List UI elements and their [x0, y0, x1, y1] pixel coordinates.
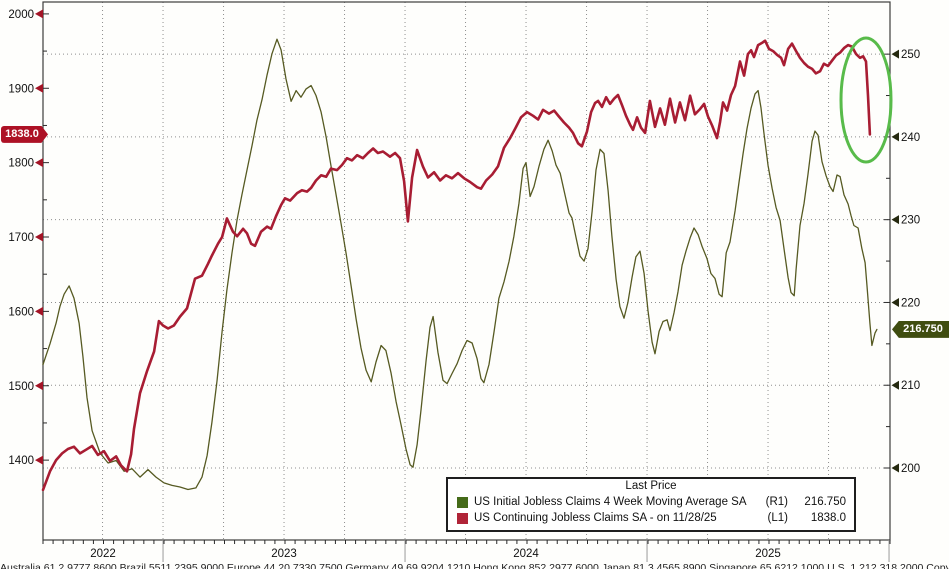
left-axis-tick-arrow-icon	[35, 83, 43, 93]
x-axis-year-label: 2023	[271, 548, 297, 560]
right-axis-last-price-badge: 216.750	[892, 320, 949, 338]
right-axis-tick-arrow-icon	[891, 49, 899, 59]
left-axis-tick-arrow-icon	[35, 232, 43, 242]
right-axis-tick-label: 250	[901, 49, 920, 61]
right-axis-tick-arrow-icon	[891, 297, 899, 307]
left-axis-tick-arrow-icon	[35, 9, 43, 19]
plot-frame	[42, 1, 891, 541]
left-axis-tick-label: 2000	[8, 9, 34, 21]
left-axis-tick-label: 1400	[8, 455, 34, 467]
x-axis-year-label: 2025	[755, 548, 781, 560]
continuing-claims-swatch-icon	[457, 512, 468, 524]
left-axis-tick-label: 1700	[8, 232, 34, 244]
legend: Last Price US Initial Jobless Claims 4 W…	[446, 477, 856, 532]
right-axis-tick-label: 210	[901, 380, 920, 392]
left-axis-tick-arrow-icon	[35, 455, 43, 465]
continuing-claims-line	[41, 39, 872, 492]
legend-row-continuing-claims: US Continuing Jobless Claims SA - on 11/…	[448, 510, 854, 526]
axis-labels: 2000 1900 1800 1700 1600 1500 1400 250 240 230 220…	[8, 9, 920, 475]
legend-row-initial-claims: US Initial Jobless Claims 4 Week Moving …	[448, 494, 854, 510]
legend-value: 1838.0	[810, 512, 846, 524]
gridlines	[43, 2, 890, 540]
initial-claims-swatch-icon	[457, 496, 468, 508]
left-axis-tick-label: 1600	[8, 306, 34, 318]
axis-ticks	[42, 13, 891, 544]
legend-axis-tag: (L1)	[767, 512, 788, 524]
right-axis-tick-label: 240	[901, 132, 920, 144]
right-axis-tick-arrow-icon	[891, 463, 899, 473]
legend-label: US Continuing Jobless Claims SA - on 11/…	[474, 512, 717, 524]
left-axis-tick-label: 1500	[8, 381, 34, 393]
left-axis-tick-arrow-icon	[35, 381, 43, 391]
x-axis-year-label: 2022	[90, 548, 116, 560]
highlight-ellipse-annotation	[839, 36, 893, 164]
right-axis-tick-label: 230	[901, 215, 920, 227]
legend-title: Last Price	[625, 480, 677, 492]
left-axis-tick-label: 1800	[8, 158, 34, 170]
initial-claims-line	[42, 38, 878, 491]
left-axis-tick-arrow-icon	[35, 306, 43, 316]
right-axis-tick-arrow-icon	[891, 380, 899, 390]
x-axis-year-label: 2024	[513, 548, 539, 560]
right-axis-tick-arrow-icon	[891, 215, 899, 225]
legend-value: 216.750	[804, 496, 846, 508]
right-axis-tick-arrow-icon	[891, 132, 899, 142]
left-axis-tick-label: 1900	[8, 83, 34, 95]
right-axis-tick-label: 200	[901, 463, 920, 475]
legend-axis-tag: (R1)	[765, 496, 788, 508]
legend-label: US Initial Jobless Claims 4 Week Moving …	[474, 496, 747, 508]
left-axis-tick-arrow-icon	[35, 158, 43, 168]
right-axis-tick-label: 220	[901, 297, 920, 309]
left-axis-last-price-badge: 1838.0	[1, 125, 48, 143]
bloomberg-footer-text: Australia 61 2 9777 8600 Brazil 5511 239…	[0, 562, 949, 569]
